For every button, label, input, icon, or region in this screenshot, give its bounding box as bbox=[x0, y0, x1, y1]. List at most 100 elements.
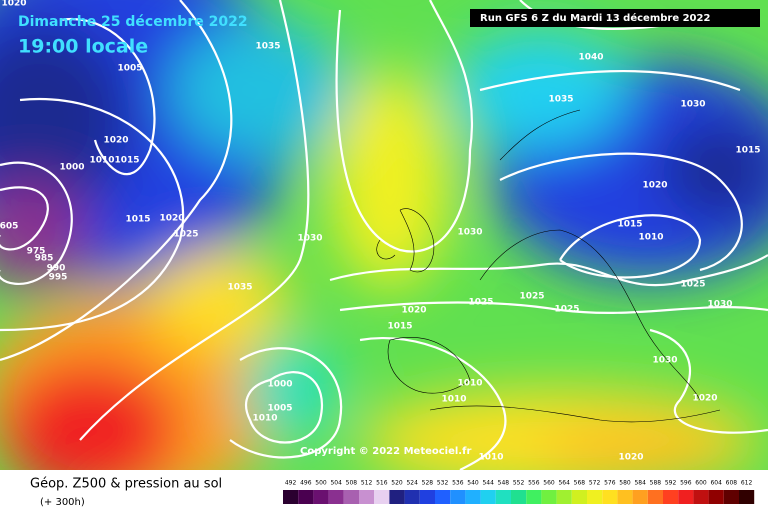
scale-label: 500 bbox=[315, 480, 327, 487]
scale-swatch bbox=[556, 490, 572, 504]
scale-swatch bbox=[298, 490, 314, 504]
date: Dimanche 25 décembre 2022 bbox=[18, 14, 248, 30]
scale-label: 520 bbox=[391, 480, 403, 487]
scale-swatch bbox=[602, 490, 618, 504]
scale-swatch bbox=[739, 490, 755, 504]
scale-label: 600 bbox=[695, 480, 707, 487]
scale-label: 536 bbox=[452, 480, 464, 487]
isobar-label: 1035 bbox=[255, 42, 280, 52]
isobar-label: 1025 bbox=[680, 280, 705, 290]
isobar-label: 1015 bbox=[387, 322, 412, 332]
scale-label: 576 bbox=[604, 480, 616, 487]
isobar-label: 1010 bbox=[457, 379, 482, 389]
scale-swatch bbox=[647, 490, 663, 504]
scale-swatch bbox=[541, 490, 557, 504]
isobar-label: 1020 bbox=[159, 214, 184, 224]
scale-swatch bbox=[511, 490, 527, 504]
isobar-label: 1010 bbox=[252, 414, 277, 424]
scale-swatch bbox=[617, 490, 633, 504]
isobar-label: 1010 bbox=[638, 233, 663, 243]
scale-swatch bbox=[693, 490, 709, 504]
scale-label: 492 bbox=[285, 480, 297, 487]
legend-subtitle: (+ 300h) bbox=[40, 497, 85, 508]
scale-swatch bbox=[283, 490, 299, 504]
scale-label: 564 bbox=[558, 480, 570, 487]
isobars bbox=[0, 0, 768, 470]
scale-swatch bbox=[495, 490, 511, 504]
isobar-label: 1015 bbox=[617, 220, 642, 230]
scale-label: 552 bbox=[513, 480, 525, 487]
coastlines bbox=[376, 109, 721, 423]
isobar-label: 1035 bbox=[227, 283, 252, 293]
isobar-label: 1015 bbox=[114, 156, 139, 166]
scale-swatch bbox=[571, 490, 587, 504]
scale-label: 612 bbox=[741, 480, 753, 487]
run-label: Run GFS 6 Z du Mardi 13 décembre 2022 bbox=[480, 12, 710, 24]
isobar-label: 1025 bbox=[519, 292, 544, 302]
copyright: Copyright © 2022 Meteociel.fr bbox=[300, 446, 471, 457]
time: 19:00 locale bbox=[18, 36, 148, 58]
isobar-label: 1020 bbox=[401, 306, 426, 316]
run-box bbox=[470, 9, 760, 27]
scale-label: 592 bbox=[665, 480, 677, 487]
scale-label: 528 bbox=[422, 480, 434, 487]
scale-label: 588 bbox=[650, 480, 662, 487]
isobar-label: 1015 bbox=[735, 146, 760, 156]
scale-swatch bbox=[435, 490, 451, 504]
scale-swatch bbox=[526, 490, 542, 504]
isobar-label: 1000 bbox=[59, 163, 84, 173]
scale-label: 568 bbox=[574, 480, 586, 487]
scale-label: 544 bbox=[482, 480, 494, 487]
isobar-label: 1010 bbox=[89, 156, 114, 166]
scale-swatch bbox=[374, 490, 390, 504]
scale-label: 556 bbox=[528, 480, 540, 487]
scale-label: 516 bbox=[376, 480, 388, 487]
scale-label: 580 bbox=[619, 480, 631, 487]
scale-swatch bbox=[419, 490, 435, 504]
isobar-label: 1020 bbox=[692, 394, 717, 404]
isobar-label: 1025 bbox=[468, 298, 493, 308]
isobar-label: 1020 bbox=[642, 181, 667, 191]
scale-swatch bbox=[359, 490, 375, 504]
scale-label: 596 bbox=[680, 480, 692, 487]
scale-label: 524 bbox=[406, 480, 418, 487]
isobar-label: 1010 bbox=[441, 395, 466, 405]
scale-swatch bbox=[404, 490, 420, 504]
isobar-label: 1005 bbox=[267, 404, 292, 414]
scale-swatch bbox=[632, 490, 648, 504]
scale-swatch bbox=[465, 490, 481, 504]
isobar-label: 1015 bbox=[125, 215, 150, 225]
isobar-label: 985 bbox=[35, 254, 54, 264]
isobar-label: 1035 bbox=[548, 95, 573, 105]
scale-swatch bbox=[389, 490, 405, 504]
scale-label: 512 bbox=[361, 480, 373, 487]
isobar-label: 1020 bbox=[1, 0, 26, 9]
scale-swatch bbox=[328, 490, 344, 504]
isobar-label: 1030 bbox=[457, 228, 482, 238]
scale-label: 584 bbox=[634, 480, 646, 487]
isobar-label: 1005 bbox=[117, 64, 142, 74]
scale-label: 608 bbox=[726, 480, 738, 487]
isobar-label: 1030 bbox=[652, 356, 677, 366]
scale-label: 604 bbox=[710, 480, 722, 487]
legend-title: Géop. Z500 & pression au sol bbox=[30, 477, 222, 492]
scale-swatch bbox=[450, 490, 466, 504]
isobar-label: 1025 bbox=[173, 230, 198, 240]
scale-swatch bbox=[343, 490, 359, 504]
isobar-label: 990 bbox=[47, 264, 66, 274]
scale-swatch bbox=[313, 490, 329, 504]
isobar-label: 975 bbox=[27, 247, 46, 257]
isobar-label: 1030 bbox=[680, 100, 705, 110]
scale-swatch bbox=[663, 490, 679, 504]
isobar-label: 1030 bbox=[297, 234, 322, 244]
isobar-label: 1030 bbox=[707, 300, 732, 310]
isobar-label: 1010 bbox=[478, 453, 503, 463]
scale-swatch bbox=[587, 490, 603, 504]
isobar-label: 1020 bbox=[618, 453, 643, 463]
scale-swatch bbox=[678, 490, 694, 504]
isobar-label: 995 bbox=[49, 273, 68, 283]
isobar-label: 1040 bbox=[578, 53, 603, 63]
isobar-label: 1025 bbox=[554, 305, 579, 315]
